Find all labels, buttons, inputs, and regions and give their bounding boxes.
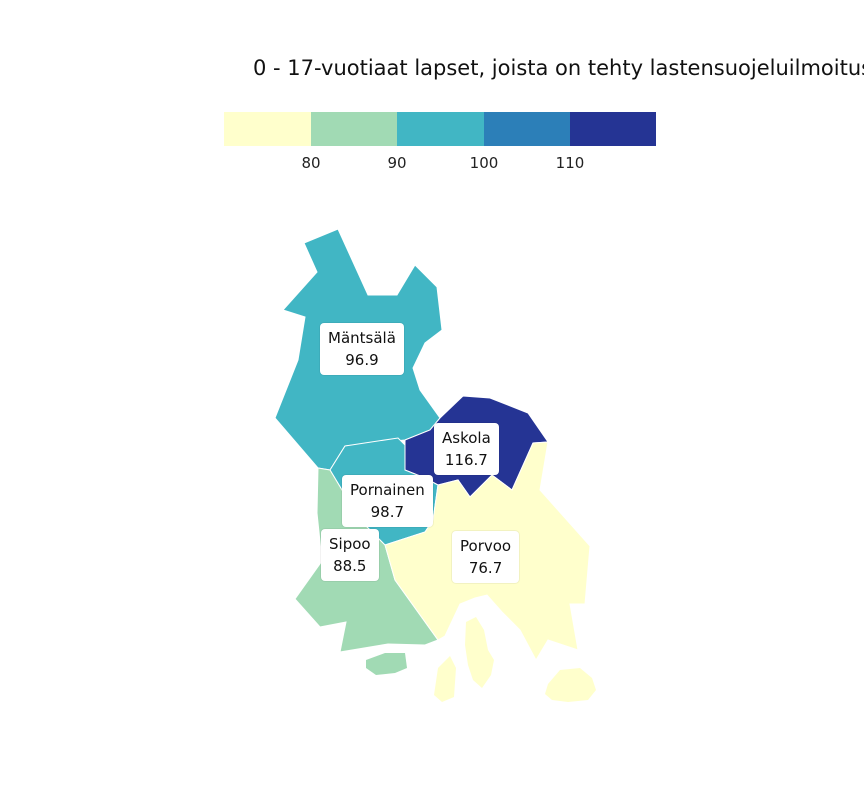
label-porvoo-value: 76.7 — [468, 559, 503, 577]
label-askola-name: Askola — [442, 429, 491, 447]
island-sipoo — [366, 653, 407, 675]
label-sipoo-name: Sipoo — [329, 535, 371, 553]
label-sipoo: Sipoo 88.5 — [321, 529, 379, 581]
legend-bin-1 — [224, 112, 311, 146]
label-pornainen: Pornainen 98.7 — [342, 475, 433, 527]
legend-bin-4 — [484, 112, 570, 146]
legend-bin-5 — [570, 112, 656, 146]
island-porvoo-1 — [434, 656, 456, 702]
color-legend — [224, 112, 656, 146]
legend-tick-110: 110 — [555, 154, 585, 172]
label-mantsala: Mäntsälä 96.9 — [320, 323, 404, 375]
island-porvoo-3 — [545, 668, 596, 702]
legend-tick-90: 90 — [387, 154, 407, 172]
label-mantsala-value: 96.9 — [345, 351, 379, 369]
legend-bin-2 — [311, 112, 397, 146]
label-porvoo: Porvoo 76.7 — [452, 531, 520, 583]
label-sipoo-value: 88.5 — [333, 557, 367, 575]
label-pornainen-name: Pornainen — [350, 481, 425, 499]
island-porvoo-2 — [465, 617, 494, 688]
map-title: 0 - 17-vuotiaat lapset, joista on tehty … — [253, 56, 864, 80]
legend-tick-80: 80 — [301, 154, 321, 172]
label-askola: Askola 116.7 — [434, 423, 499, 475]
label-porvoo-name: Porvoo — [460, 537, 512, 555]
legend-bin-3 — [397, 112, 484, 146]
label-mantsala-name: Mäntsälä — [328, 329, 396, 347]
label-askola-value: 116.7 — [444, 451, 488, 469]
legend-tick-100: 100 — [469, 154, 499, 172]
label-pornainen-value: 98.7 — [370, 503, 405, 521]
